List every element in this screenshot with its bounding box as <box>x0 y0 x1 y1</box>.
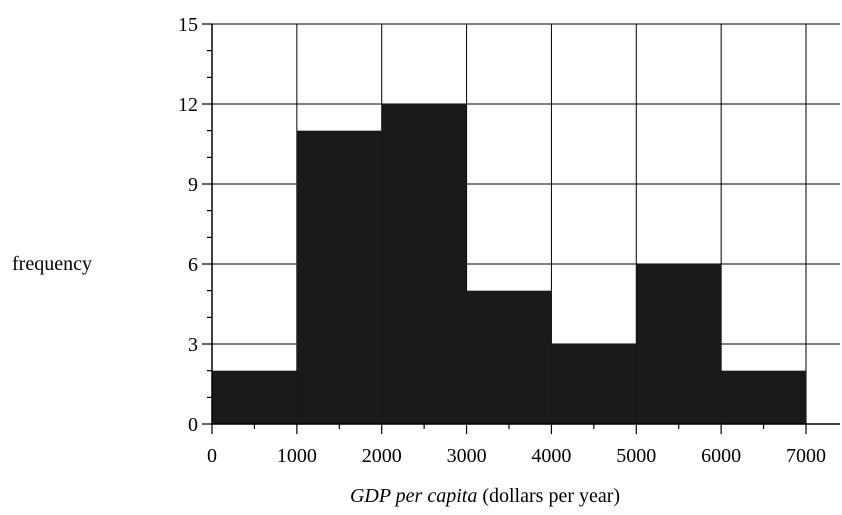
tick-labels: 0 3 6 9 12 15 0 1000 2000 3000 4000 5000 6000 7000 <box>178 14 826 467</box>
y-axis-label: frequency <box>12 253 92 275</box>
x-tick-label-3000: 3000 <box>447 445 487 467</box>
x-tick-label-2000: 2000 <box>362 445 402 467</box>
x-tick-label-4000: 4000 <box>531 445 571 467</box>
x-axis-label: GDP per capita (dollars per year) <box>350 485 620 507</box>
x-axis-label-rest: (dollars per year) <box>477 485 620 507</box>
bar-3000-4000 <box>466 290 552 424</box>
x-tick-label-5000: 5000 <box>616 445 656 467</box>
x-tick-label-7000: 7000 <box>786 445 826 467</box>
axes <box>202 23 840 434</box>
bars <box>212 104 806 424</box>
x-tick-label-6000: 6000 <box>701 445 741 467</box>
y-tick-label-6: 6 <box>188 254 198 276</box>
bar-0-1000 <box>212 370 297 424</box>
bar-5000-6000 <box>636 264 722 424</box>
x-axis-label-italic: GDP per capita <box>350 485 477 507</box>
x-tick-label-0: 0 <box>207 445 217 467</box>
y-tick-label-0: 0 <box>188 414 198 436</box>
bar-4000-5000 <box>551 344 637 424</box>
y-tick-label-3: 3 <box>188 334 198 356</box>
x-tick-label-1000: 1000 <box>277 445 317 467</box>
bar-2000-3000 <box>381 104 467 424</box>
y-tick-label-15: 15 <box>178 14 198 36</box>
y-tick-label-12: 12 <box>178 94 198 116</box>
y-tick-label-9: 9 <box>188 174 198 196</box>
bar-1000-2000 <box>296 130 382 424</box>
bar-6000-7000 <box>721 370 806 424</box>
grid-lines <box>212 23 840 424</box>
